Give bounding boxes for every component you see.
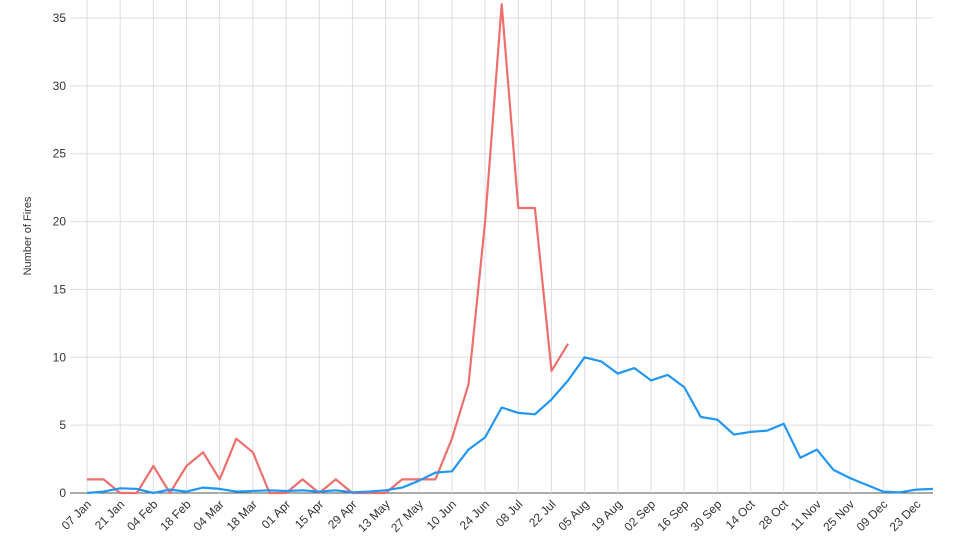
x-tick-label: 05 Aug: [555, 497, 591, 533]
x-tick-label: 27 May: [388, 497, 426, 535]
y-tick-label: 30: [53, 79, 67, 93]
x-tick-label: 28 Oct: [756, 497, 791, 532]
x-tick-label: 04 Feb: [124, 497, 161, 534]
y-tick-label: 10: [53, 350, 67, 364]
x-tick-label: 04 Mar: [191, 497, 227, 533]
x-tick-label: 25 Nov: [820, 497, 857, 534]
y-tick-label: 0: [59, 486, 66, 500]
x-tick-label: 16 Sep: [654, 497, 691, 534]
x-tick-label: 15 Apr: [292, 497, 326, 531]
x-tick-label: 02 Sep: [621, 497, 658, 534]
x-tick-label: 10 Jun: [424, 497, 459, 532]
x-tick-label: 23 Dec: [887, 497, 924, 534]
x-tick-label: 11 Nov: [788, 497, 824, 533]
y-tick-label: 35: [53, 11, 67, 25]
y-tick-label: 20: [53, 215, 67, 229]
x-tick-label: 24 Jun: [457, 497, 492, 532]
x-tick-label: 18 Feb: [157, 497, 194, 534]
series-line: [87, 3, 570, 495]
series-line: [86, 356, 934, 495]
x-tick-label: 09 Dec: [854, 497, 891, 534]
x-tick-label: 13 May: [355, 497, 393, 535]
x-tick-label: 18 Mar: [224, 497, 260, 533]
x-tick-label: 08 Jul: [493, 497, 526, 530]
x-tick-label: 07 Jan: [59, 497, 94, 532]
y-tick-label: 25: [53, 147, 67, 161]
x-tick-label: 22 Jul: [526, 497, 559, 530]
x-tick-label: 14 Oct: [723, 497, 758, 532]
y-tick-label: 5: [59, 418, 66, 432]
x-tick-label: 19 Aug: [589, 497, 625, 533]
y-axis-label: Number of Fires: [22, 196, 34, 275]
x-tick-label: 30 Sep: [688, 497, 725, 534]
x-tick-label: 29 Apr: [325, 497, 359, 531]
y-tick-label: 15: [53, 282, 67, 296]
x-tick-label: 21 Jan: [92, 497, 127, 532]
x-tick-label: 01 Apr: [259, 497, 293, 531]
